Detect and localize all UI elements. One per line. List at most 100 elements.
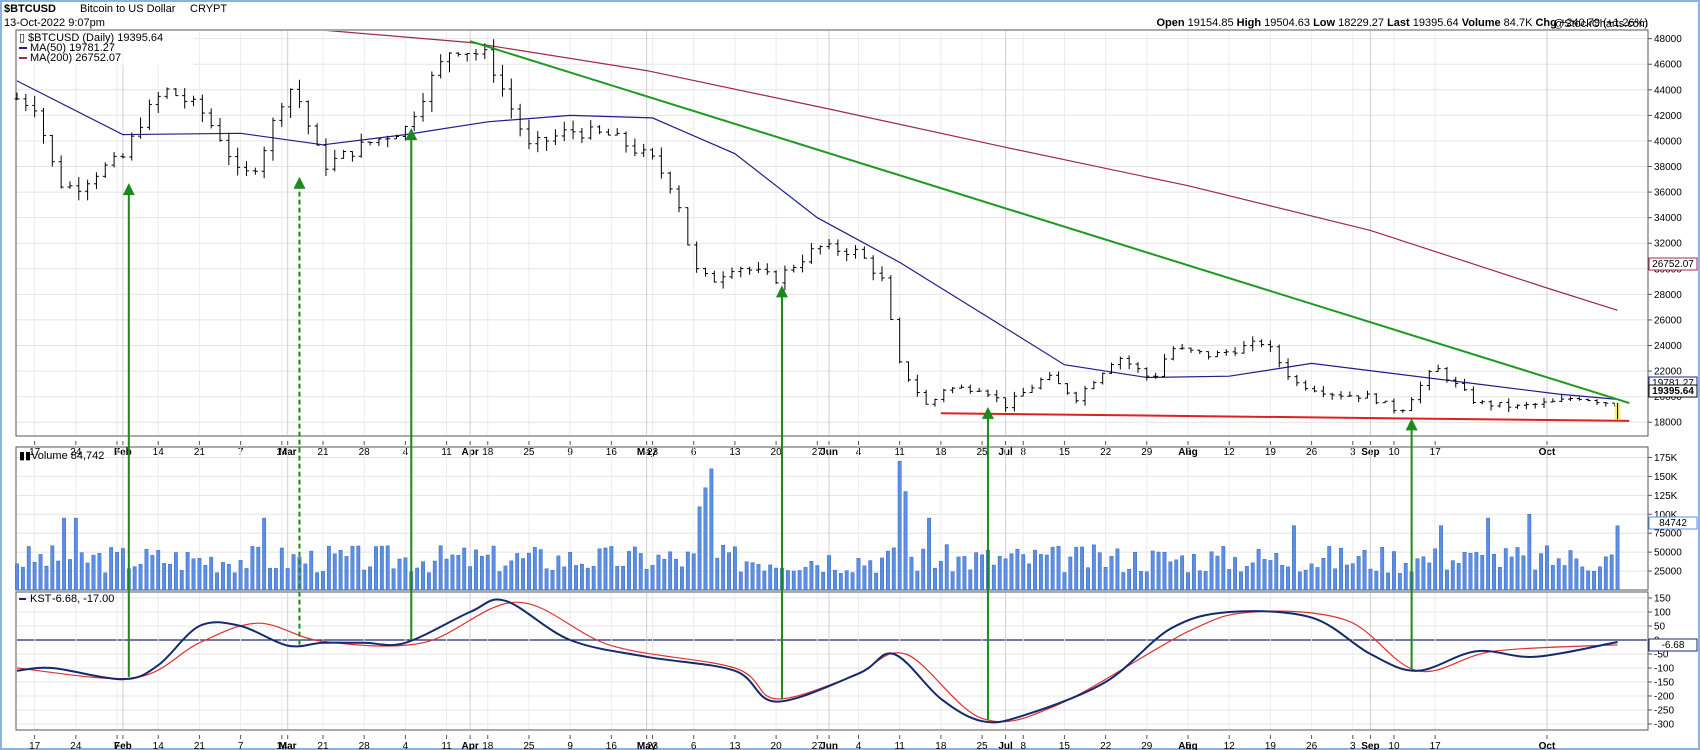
volume-bar-15 bbox=[103, 572, 108, 591]
volume-bar-227 bbox=[1350, 563, 1355, 591]
volume-axis: 25000 50000 75000 100K 125K 150K 175K bbox=[1648, 453, 1682, 578]
kst-yticklabel-1: -250 bbox=[1654, 705, 1674, 716]
price-bar-7 bbox=[76, 177, 82, 201]
badge-volume-bg bbox=[1648, 516, 1698, 530]
price-bar-144 bbox=[1285, 358, 1291, 380]
volume-bar-120 bbox=[721, 545, 726, 591]
volume-bar-214 bbox=[1274, 553, 1279, 591]
kst-x-ticklabel-35: Sep bbox=[1361, 741, 1379, 750]
volume-bar-195 bbox=[1162, 551, 1167, 591]
price-bar-126 bbox=[1126, 355, 1132, 370]
kst-x-ticklabel-10: 28 bbox=[359, 741, 371, 750]
volume-bar-200 bbox=[1191, 553, 1196, 591]
price-bar-89 bbox=[800, 254, 806, 273]
volume-yticklabel-1: 50000 bbox=[1654, 548, 1682, 559]
volume-bar-238 bbox=[1415, 558, 1420, 591]
volume-bar-151 bbox=[903, 491, 908, 591]
badge-kst-bg bbox=[1648, 638, 1698, 652]
volume-bar-43 bbox=[268, 567, 272, 591]
volume-bar-2 bbox=[26, 546, 31, 591]
volume-bar-6 bbox=[50, 545, 55, 591]
volume-bar-223 bbox=[1327, 546, 1332, 591]
volume-bar-175 bbox=[1044, 554, 1049, 591]
price-bar-41 bbox=[376, 138, 382, 147]
volume-bar-24 bbox=[156, 550, 161, 591]
price-bar-93 bbox=[835, 239, 841, 256]
legend-kst-name: KST bbox=[30, 593, 52, 605]
badge-volume: 84742 bbox=[1648, 516, 1698, 530]
price-bar-18 bbox=[173, 87, 179, 97]
price-bar-25 bbox=[235, 147, 241, 176]
volume-yticklabel-5: 150K bbox=[1654, 472, 1678, 483]
price-bar-28 bbox=[261, 146, 267, 179]
quote-part-1: 19154.85 bbox=[1185, 17, 1237, 29]
volume-bar-80 bbox=[485, 554, 490, 591]
volume-bar-54 bbox=[332, 553, 337, 591]
kst-x-ticklabel-30: Aug bbox=[1178, 741, 1197, 750]
price-bar-176 bbox=[1568, 396, 1574, 402]
volume-bar-55 bbox=[338, 550, 343, 591]
volume-bar-261 bbox=[1550, 565, 1555, 591]
volume-bar-217 bbox=[1292, 525, 1296, 591]
volume-bar-173 bbox=[1033, 549, 1037, 591]
volume-bar-266 bbox=[1580, 566, 1585, 591]
quote-part-9: 84.7K bbox=[1501, 17, 1536, 29]
volume-yticklabel-6: 175K bbox=[1654, 453, 1678, 464]
volume-bar-58 bbox=[356, 545, 361, 591]
volume-bar-177 bbox=[1056, 546, 1061, 591]
ma200-line bbox=[325, 31, 1618, 311]
price-bar-49 bbox=[447, 52, 453, 73]
volume-bar-37 bbox=[232, 572, 237, 591]
volume-bar-182 bbox=[1086, 567, 1090, 591]
volume-bar-85 bbox=[515, 553, 520, 591]
volume-bar-68 bbox=[415, 567, 420, 591]
price-bar-15 bbox=[146, 99, 152, 130]
volume-bar-142 bbox=[850, 572, 855, 591]
volume-bar-226 bbox=[1344, 564, 1349, 591]
volume-bar-207 bbox=[1233, 557, 1237, 591]
volume-bar-118 bbox=[709, 468, 714, 591]
volume-bar-259 bbox=[1539, 553, 1543, 591]
volume-bar-8 bbox=[62, 517, 66, 591]
volume-bar-102 bbox=[615, 565, 620, 591]
volume-bar-83 bbox=[503, 565, 508, 591]
volume-bar-10 bbox=[73, 517, 78, 591]
volume-bar-73 bbox=[444, 558, 449, 591]
price-bar-155 bbox=[1382, 400, 1388, 404]
volume-bar-152 bbox=[909, 556, 914, 591]
volume-yticklabel-0: 25000 bbox=[1654, 567, 1682, 578]
price-bar-108 bbox=[967, 384, 973, 394]
volume-bar-35 bbox=[221, 562, 225, 591]
price-bar-120 bbox=[1073, 391, 1079, 404]
price-bar-46 bbox=[420, 93, 426, 122]
volume-bar-26 bbox=[168, 564, 172, 591]
volume-bar-66 bbox=[403, 557, 408, 591]
price-bar-116 bbox=[1038, 377, 1044, 390]
legend-bg bbox=[18, 31, 193, 65]
volume-bar-93 bbox=[562, 566, 567, 591]
price-yticklabel-11: 40000 bbox=[1654, 136, 1682, 147]
price-bar-78 bbox=[702, 267, 708, 277]
symbol-name: Bitcoin to US Dollar bbox=[80, 3, 176, 15]
kst-x-ticklabel-37: 12 bbox=[1224, 741, 1236, 750]
volume-bar-112 bbox=[674, 558, 678, 591]
volume-bar-57 bbox=[350, 546, 355, 591]
price-bar-35 bbox=[323, 138, 329, 176]
price-bar-175 bbox=[1559, 394, 1565, 402]
price-bar-177 bbox=[1576, 396, 1582, 401]
badge-ma200-bg bbox=[1648, 257, 1698, 271]
volume-bar-63 bbox=[385, 545, 390, 591]
price-bar-150 bbox=[1338, 391, 1344, 400]
volume-bar-205 bbox=[1221, 546, 1226, 591]
price-bar-146 bbox=[1303, 380, 1309, 391]
price-bar-37 bbox=[341, 149, 347, 159]
volume-bar-233 bbox=[1386, 572, 1390, 591]
price-bar-96 bbox=[861, 246, 867, 259]
volume-bar-210 bbox=[1250, 562, 1255, 591]
volume-bar-9 bbox=[68, 559, 72, 591]
price-bar-94 bbox=[844, 248, 850, 262]
kst-x-ticklabel-13: 11 bbox=[441, 741, 452, 750]
volume-bar-86 bbox=[521, 558, 525, 591]
volume-bar-150 bbox=[897, 461, 902, 591]
price-bar-124 bbox=[1109, 362, 1115, 374]
